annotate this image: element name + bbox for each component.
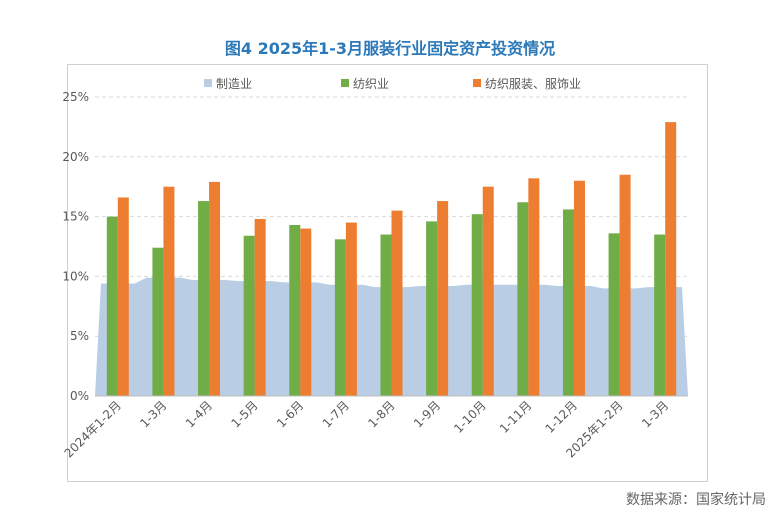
bar-textile — [654, 234, 666, 396]
x-tick-label: 1-4月 — [183, 398, 215, 430]
y-tick-label: 25% — [62, 90, 89, 104]
legend: 制造业 纺织业 纺织服装、服饰业 — [204, 77, 581, 91]
bar-textile — [334, 239, 346, 396]
y-tick-label: 5% — [70, 329, 89, 343]
chart-title: 图4 2025年1-3月服装行业固定资产投资情况 — [224, 39, 556, 58]
y-tick-label: 10% — [62, 269, 89, 283]
bar-apparel — [300, 228, 312, 396]
x-tick-label: 1-9月 — [411, 398, 443, 430]
x-tick-label: 1-3月 — [639, 398, 671, 430]
x-tick-label: 1-8月 — [365, 398, 397, 430]
y-tick-label: 20% — [62, 150, 89, 164]
bar-apparel — [619, 174, 631, 396]
x-tick-label: 1-12月 — [542, 398, 580, 436]
x-tick-label: 1-5月 — [229, 398, 261, 430]
bar-apparel — [573, 180, 585, 396]
bar-apparel — [163, 186, 175, 396]
x-tick-label: 1-7月 — [320, 398, 352, 430]
bar-apparel — [528, 178, 540, 396]
legend-label: 制造业 — [216, 77, 252, 91]
legend-swatch — [204, 79, 212, 87]
bar-textile — [517, 202, 529, 396]
bar-apparel — [437, 201, 449, 396]
bar-apparel — [665, 122, 677, 396]
bar-apparel — [345, 222, 357, 396]
bars — [106, 122, 677, 396]
bar-textile — [152, 247, 164, 396]
x-tick-label: 2024年1-2月 — [62, 398, 124, 460]
bar-textile — [289, 224, 301, 396]
y-tick-label: 0% — [70, 389, 89, 403]
bar-textile — [562, 209, 574, 396]
bar-apparel — [117, 197, 129, 396]
legend-label: 纺织服装、服饰业 — [485, 77, 581, 91]
bar-textile — [106, 216, 118, 396]
source-note: 数据来源：国家统计局 — [626, 492, 766, 508]
bar-apparel — [391, 210, 403, 396]
bar-textile — [380, 234, 392, 396]
legend-label: 纺织业 — [353, 77, 389, 91]
y-tick-label: 15% — [62, 210, 89, 224]
legend-swatch — [473, 79, 481, 87]
bar-apparel — [209, 181, 221, 396]
x-tick-label: 1-3月 — [137, 398, 169, 430]
bar-textile — [608, 233, 620, 396]
legend-swatch — [341, 79, 349, 87]
x-tick-label: 1-10月 — [451, 398, 489, 436]
bar-apparel — [482, 186, 494, 396]
x-tick-label: 1-11月 — [497, 398, 535, 436]
chart-frame — [67, 64, 708, 482]
bar-textile — [426, 221, 438, 396]
bar-apparel — [254, 218, 266, 396]
bar-textile — [198, 201, 210, 396]
x-tick-label: 1-6月 — [274, 398, 306, 430]
bar-textile — [243, 235, 255, 396]
bar-textile — [471, 214, 483, 396]
